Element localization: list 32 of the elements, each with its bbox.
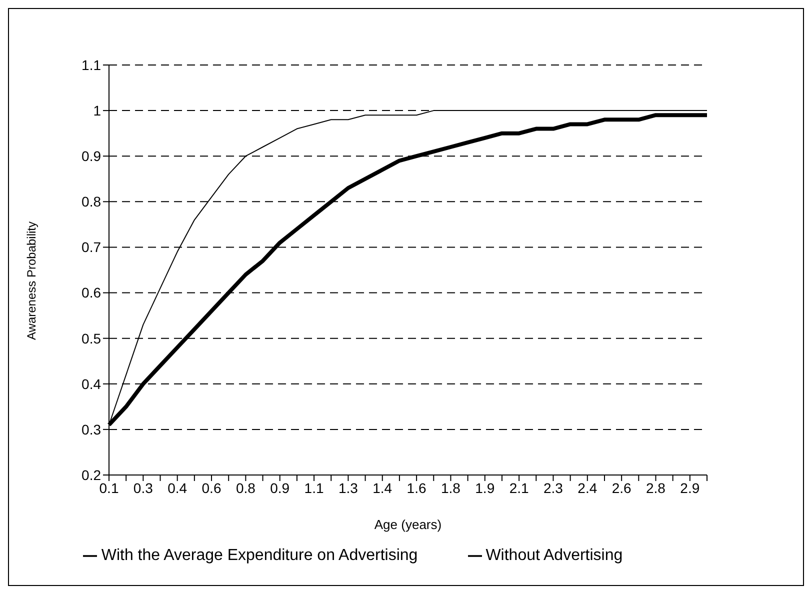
y-tick-label: 1 (93, 102, 102, 119)
x-tick-label: 2.4 (578, 480, 598, 496)
x-tick-label: 0.3 (133, 480, 154, 496)
x-tick-label: 1.6 (406, 480, 426, 496)
x-tick-label: 1.3 (338, 480, 358, 496)
x-tick-label: 2.1 (509, 480, 529, 496)
y-tick-label: 0.5 (82, 330, 102, 346)
x-tick-label: 0.8 (236, 480, 256, 496)
x-tick-label: 1.8 (440, 480, 461, 496)
y-tick-label: 0.2 (82, 466, 102, 483)
x-tick-label: 0.6 (202, 480, 222, 496)
x-tick-label: 2.6 (612, 480, 632, 496)
x-tick-label: 2.8 (646, 480, 666, 496)
y-tick-label: 0.7 (82, 239, 102, 256)
x-tick-label: 2.9 (680, 480, 700, 496)
y-tick-label: 0.8 (82, 194, 102, 210)
x-tick-label: 1.9 (475, 480, 495, 496)
y-tick-label: 0.6 (82, 284, 102, 301)
x-tick-label: 0.1 (99, 480, 119, 496)
y-axis-title: Awareness Probability (24, 221, 38, 340)
legend-label: Without Advertising (486, 547, 623, 564)
x-tick-label: 2.3 (543, 480, 564, 496)
y-tick-label: 1.1 (82, 56, 102, 73)
legend-label: With the Average Expenditure on Advertising (101, 547, 418, 564)
y-tick-label: 0.3 (82, 421, 102, 438)
y-tick-label: 0.4 (82, 376, 102, 392)
x-axis-title: Age (years) (374, 517, 442, 532)
x-tick-label: 1.4 (372, 480, 392, 496)
x-tick-label: 0.4 (168, 480, 188, 496)
y-tick-label: 0.9 (82, 148, 102, 164)
x-tick-label: 1.1 (304, 480, 324, 496)
x-tick-label: 0.9 (270, 480, 290, 496)
